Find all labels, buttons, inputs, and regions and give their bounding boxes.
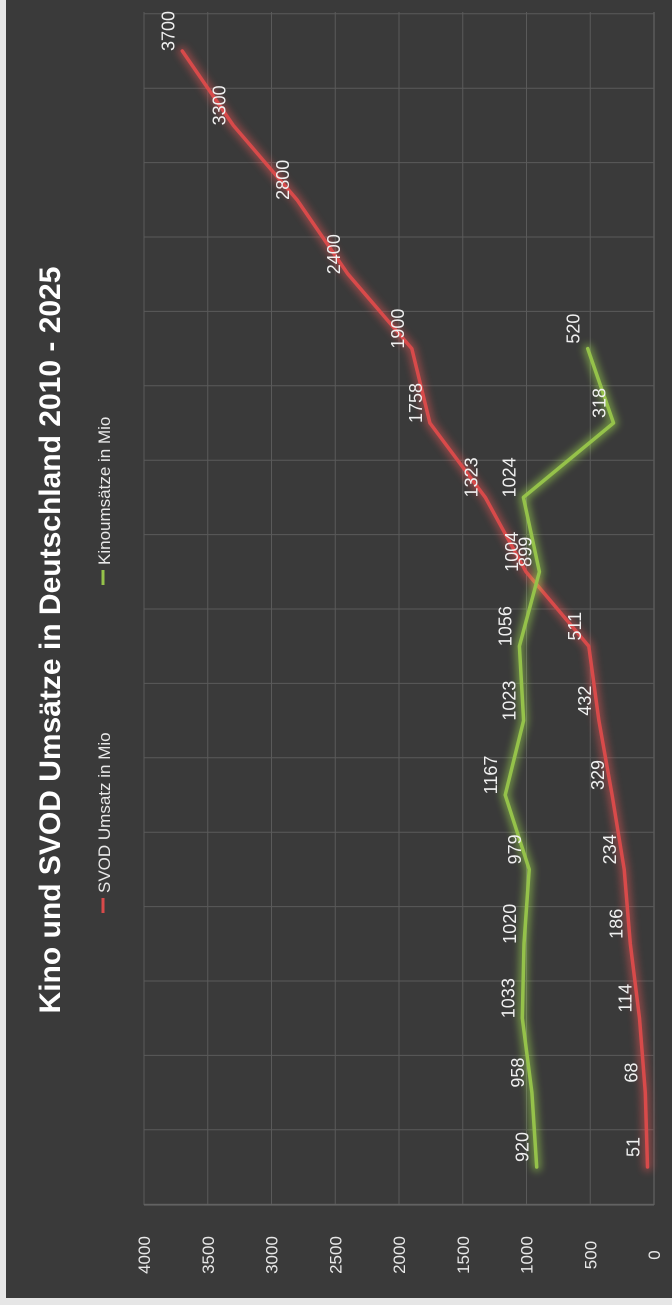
data-label-svod-2013: 186 — [606, 909, 626, 939]
data-label-svod-2021: 1900 — [388, 309, 408, 349]
legend-item-svod: SVOD Umsatz in Mio — [95, 732, 114, 913]
data-label-svod-2018: 1004 — [502, 532, 522, 572]
legend-item-kino: Kinoumsätze in Mio — [95, 417, 114, 585]
data-label-kino-2013: 1020 — [500, 904, 520, 944]
legend: SVOD Umsatz in Mio Kinoumsätze in Mio — [95, 417, 114, 913]
chart-title: Kino und SVOD Umsätze in Deutschland 201… — [34, 267, 67, 1014]
tick-label-1500: 1500 — [454, 1236, 473, 1274]
data-label-kino-2020: 318 — [590, 388, 610, 418]
data-label-kino-2019: 1024 — [499, 457, 519, 497]
legend-label-svod: SVOD Umsatz in Mio — [95, 732, 114, 893]
title-group: Kino und SVOD Umsätze in Deutschland 201… — [34, 267, 67, 1014]
data-label-svod-2024: 3300 — [209, 85, 229, 125]
tick-label-500: 500 — [581, 1241, 600, 1269]
data-label-kino-2017: 1056 — [495, 606, 515, 646]
chart-frame: 0 500 1000 1500 2000 2500 3000 3500 4000 51 68 114… — [6, 0, 672, 1298]
data-label-svod-2017: 511 — [565, 612, 585, 641]
tick-label-0: 0 — [645, 1250, 664, 1259]
data-label-kino-2015: 1167 — [481, 756, 501, 795]
data-label-svod-2025: 3700 — [158, 11, 178, 51]
data-label-kino-2016: 1023 — [500, 681, 520, 721]
tick-label-4000: 4000 — [135, 1236, 154, 1274]
data-label-svod-2016: 432 — [575, 686, 595, 716]
data-label-kino-2011: 958 — [508, 1058, 528, 1088]
data-label-svod-2015: 329 — [588, 760, 608, 790]
data-label-svod-2011: 68 — [621, 1063, 641, 1083]
series-lines — [177, 46, 652, 1172]
data-label-svod-2012: 114 — [616, 984, 636, 1013]
tick-label-3500: 3500 — [199, 1236, 218, 1274]
data-labels: 51 68 114 186 234 329 432 511 1004 1323 1758 1900 24… — [158, 11, 643, 1162]
data-label-svod-2022: 2400 — [324, 234, 344, 274]
data-label-kino-2010: 920 — [513, 1132, 533, 1162]
data-label-kino-2021: 520 — [564, 314, 584, 344]
data-label-svod-2020: 1758 — [406, 383, 426, 423]
data-label-kino-2014: 979 — [505, 834, 525, 864]
data-label-svod-2010: 51 — [624, 1137, 644, 1157]
tick-label-2000: 2000 — [390, 1236, 409, 1274]
tick-label-2500: 2500 — [326, 1236, 345, 1274]
data-label-svod-2023: 2800 — [273, 160, 293, 200]
tick-label-3000: 3000 — [263, 1236, 282, 1274]
y-axis-ticks: 0 500 1000 1500 2000 2500 3000 3500 4000 — [135, 1236, 664, 1274]
line-chart: 0 500 1000 1500 2000 2500 3000 3500 4000 51 68 114… — [34, 11, 664, 1274]
tick-label-1000: 1000 — [518, 1236, 537, 1274]
data-label-kino-2018: 899 — [515, 537, 535, 567]
legend-label-kino: Kinoumsätze in Mio — [95, 417, 114, 565]
data-label-kino-2012: 1033 — [498, 978, 518, 1018]
series-line-kino — [503, 346, 616, 1169]
grid — [143, 12, 655, 1206]
series-line-svod — [180, 49, 650, 1169]
data-label-svod-2014: 234 — [600, 834, 620, 864]
data-label-svod-2019: 1323 — [461, 457, 481, 497]
